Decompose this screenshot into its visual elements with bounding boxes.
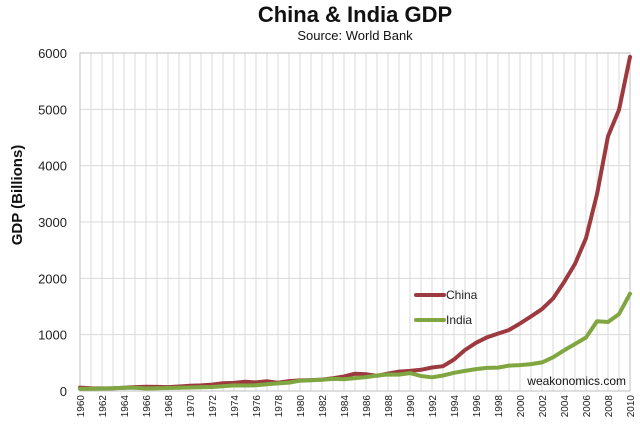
chart-title: China & India GDP	[258, 2, 452, 27]
series-line-india	[78, 291, 632, 391]
y-tick-label: 0	[60, 384, 67, 399]
x-tick-label: 1966	[142, 395, 153, 418]
x-tick-label: 1992	[428, 395, 439, 418]
x-tick-label: 1972	[208, 395, 219, 418]
x-tick-label: 1970	[186, 395, 197, 418]
x-tick-label: 2002	[538, 395, 549, 418]
x-tick-label: 2006	[582, 395, 593, 418]
gridlines	[79, 52, 631, 392]
x-tick-label: 1968	[164, 395, 175, 418]
y-tick-label: 4000	[38, 159, 67, 174]
x-tick-label: 1984	[340, 395, 351, 418]
x-tick-label: 2000	[516, 395, 527, 418]
y-tick-labels: 0 1000 2000 3000 4000 5000 6000	[38, 46, 67, 399]
x-tick-label: 1962	[98, 395, 109, 418]
y-tick-label: 5000	[38, 102, 67, 117]
x-tick-label: 1988	[384, 395, 395, 418]
x-tick-label: 1974	[230, 395, 241, 418]
x-tick-label: 2004	[560, 395, 571, 418]
credit-text: weakonomics.com	[526, 374, 626, 388]
x-tick-label: 1982	[318, 395, 329, 418]
x-tick-label: 1996	[472, 395, 483, 418]
x-tick-label: 1994	[450, 395, 461, 418]
x-tick-label: 1986	[362, 395, 373, 418]
x-tick-label: 1964	[120, 395, 131, 418]
legend: China India	[414, 288, 478, 327]
x-tick-label: 1998	[494, 395, 505, 418]
x-tick-label: 2010	[626, 395, 637, 418]
x-tick-label: 2008	[604, 395, 615, 418]
x-tick-label: 1960	[76, 395, 87, 418]
x-tick-label: 1980	[296, 395, 307, 418]
y-tick-label: 2000	[38, 271, 67, 286]
y-tick-label: 1000	[38, 328, 67, 343]
chart-subtitle: Source: World Bank	[297, 28, 413, 43]
legend-label-china: China	[446, 288, 478, 302]
y-tick-label: 6000	[38, 46, 67, 61]
plot-frame	[79, 52, 631, 392]
y-tick-label: 3000	[38, 215, 67, 230]
legend-label-india: India	[446, 313, 472, 327]
x-tick-label: 1976	[252, 395, 263, 418]
x-tick-label: 1978	[274, 395, 285, 418]
y-axis-label: GDP (Billions)	[9, 145, 26, 246]
series-lines	[78, 54, 632, 391]
x-tick-label: 1990	[406, 395, 417, 418]
x-tick-labels: 1960 1962 1964 1966 1968 1970 1972 1974 1976 1978…	[76, 395, 637, 418]
